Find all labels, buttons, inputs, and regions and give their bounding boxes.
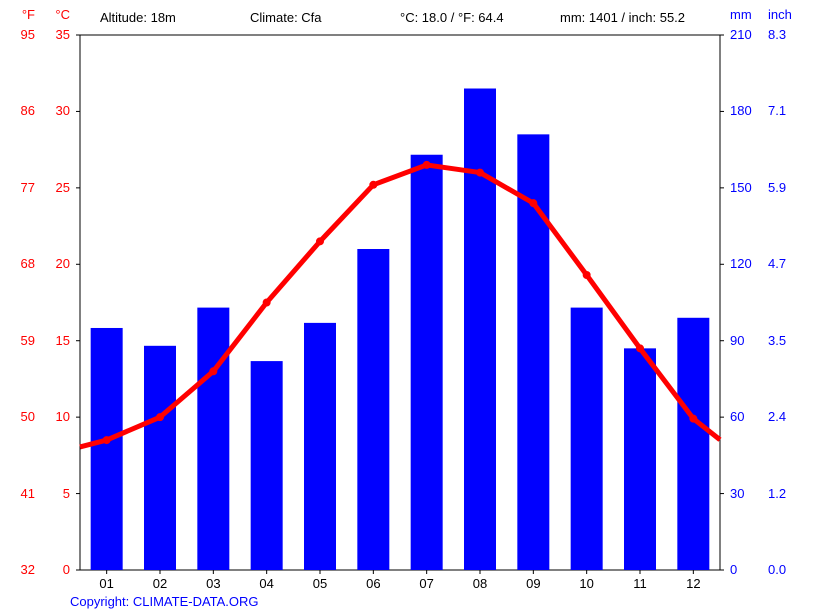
- mm-tick: 30: [730, 486, 744, 501]
- month-tick: 03: [206, 576, 220, 591]
- f-tick: 68: [0, 256, 35, 271]
- month-tick: 06: [366, 576, 380, 591]
- mm-axis-label: mm: [730, 7, 752, 22]
- precip-bar: [677, 318, 709, 570]
- inch-tick: 0.0: [768, 562, 786, 577]
- temp-marker: [476, 169, 484, 177]
- c-tick: 5: [30, 486, 70, 501]
- f-tick: 86: [0, 103, 35, 118]
- temp-marker: [423, 161, 431, 169]
- precip-bar: [91, 328, 123, 570]
- precip-bar: [571, 308, 603, 570]
- inch-tick: 7.1: [768, 103, 786, 118]
- mm-tick: 120: [730, 256, 752, 271]
- c-tick: 15: [30, 333, 70, 348]
- c-tick: 35: [30, 27, 70, 42]
- month-tick: 08: [473, 576, 487, 591]
- month-tick: 04: [259, 576, 273, 591]
- temp-marker: [156, 413, 164, 421]
- f-tick: 77: [0, 180, 35, 195]
- c-tick: 20: [30, 256, 70, 271]
- month-tick: 02: [153, 576, 167, 591]
- temp-marker: [529, 199, 537, 207]
- precip-bar: [197, 308, 229, 570]
- inch-axis-label: inch: [768, 7, 792, 22]
- f-tick: 59: [0, 333, 35, 348]
- temp-marker: [583, 271, 591, 279]
- inch-tick: 8.3: [768, 27, 786, 42]
- month-tick: 07: [419, 576, 433, 591]
- climate-chart-container: Altitude: 18m Climate: Cfa °C: 18.0 / °F…: [0, 0, 815, 611]
- temp-marker: [263, 299, 271, 307]
- temp-marker: [316, 237, 324, 245]
- mm-tick: 210: [730, 27, 752, 42]
- inch-tick: 5.9: [768, 180, 786, 195]
- precip-bar: [357, 249, 389, 570]
- month-tick: 12: [686, 576, 700, 591]
- precip-bar: [411, 155, 443, 570]
- f-tick: 41: [0, 486, 35, 501]
- temp-marker: [689, 415, 697, 423]
- chart-svg: [0, 0, 815, 611]
- mm-tick: 90: [730, 333, 744, 348]
- f-tick: 95: [0, 27, 35, 42]
- month-tick: 10: [579, 576, 593, 591]
- precip-bar: [251, 361, 283, 570]
- inch-tick: 1.2: [768, 486, 786, 501]
- month-tick: 11: [633, 576, 647, 591]
- mm-tick: 60: [730, 409, 744, 424]
- f-tick: 50: [0, 409, 35, 424]
- temp-marker: [209, 367, 217, 375]
- c-tick: 10: [30, 409, 70, 424]
- c-tick: 0: [30, 562, 70, 577]
- mm-tick: 0: [730, 562, 737, 577]
- inch-tick: 3.5: [768, 333, 786, 348]
- precip-bar: [464, 89, 496, 571]
- copyright-text: Copyright: CLIMATE-DATA.ORG: [70, 594, 259, 609]
- temp-marker: [103, 436, 111, 444]
- month-tick: 01: [99, 576, 113, 591]
- precip-bar: [304, 323, 336, 570]
- mm-tick: 150: [730, 180, 752, 195]
- c-tick: 25: [30, 180, 70, 195]
- precip-bar: [624, 348, 656, 570]
- c-axis-label: °C: [30, 7, 70, 22]
- c-tick: 30: [30, 103, 70, 118]
- mm-tick: 180: [730, 103, 752, 118]
- inch-tick: 2.4: [768, 409, 786, 424]
- month-tick: 05: [313, 576, 327, 591]
- inch-tick: 4.7: [768, 256, 786, 271]
- month-tick: 09: [526, 576, 540, 591]
- precip-bar: [144, 346, 176, 570]
- temp-marker: [636, 344, 644, 352]
- temp-marker: [369, 181, 377, 189]
- f-tick: 32: [0, 562, 35, 577]
